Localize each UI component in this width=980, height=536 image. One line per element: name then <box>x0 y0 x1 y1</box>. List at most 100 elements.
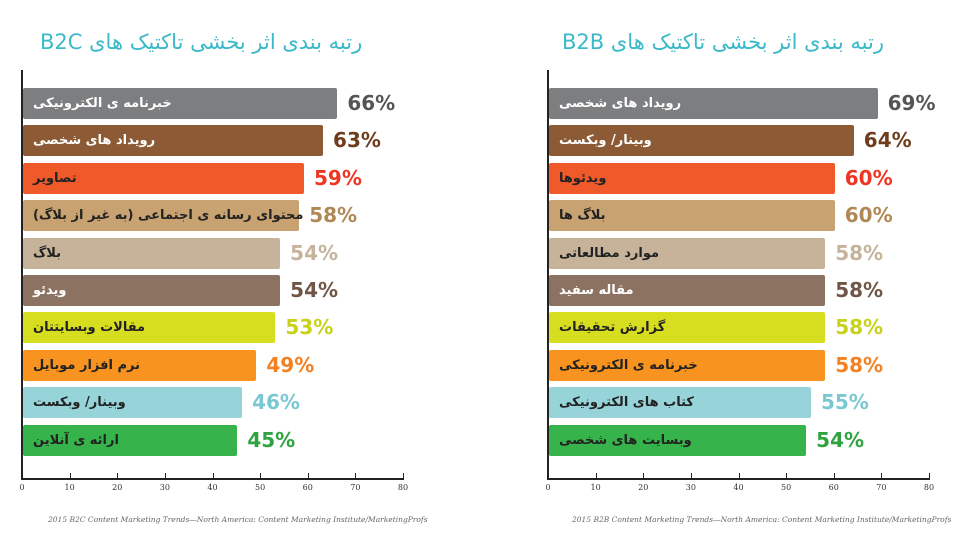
tick-label: 0 <box>19 483 25 492</box>
bar-label: ارائه ی آنلاین <box>33 432 119 448</box>
tick-label: 80 <box>397 483 409 492</box>
bar-label: ویدئو <box>33 283 67 298</box>
tick-mark <box>929 473 930 479</box>
value-label: 64% <box>863 128 912 153</box>
tick-label: 20 <box>112 483 123 492</box>
value-label: 60% <box>844 203 893 228</box>
bar-label: بلاگ <box>33 245 62 261</box>
value-label: 58% <box>309 203 358 228</box>
tick-mark <box>69 473 71 479</box>
bar-label: خبرنامه ی الکترونیکی <box>33 96 172 111</box>
bar-label: رویداد های شخصی <box>559 96 682 111</box>
bar: تصاویر <box>23 162 304 194</box>
bar-label: مقاله سفید <box>559 283 634 298</box>
value-label: 58% <box>835 315 884 340</box>
tick-label: 10 <box>590 483 601 492</box>
tick-mark <box>355 473 357 479</box>
tick-mark <box>22 473 23 479</box>
bar: مقاله سفید <box>549 275 826 306</box>
value-label: 63% <box>333 128 381 153</box>
bar: وبینار/ وبکست <box>23 387 243 419</box>
tick-label: 10 <box>64 483 75 492</box>
bar-label: کتاب های الکترونیکی <box>559 395 694 411</box>
tick-mark <box>260 473 262 479</box>
bar: ویدئو <box>23 275 281 306</box>
value-label: 54% <box>290 240 339 265</box>
tick-label: 40 <box>733 483 744 492</box>
source-note: 2015 B2C Content Marketing Trends—North … <box>48 515 428 524</box>
value-label: 69% <box>887 91 936 115</box>
tick-mark <box>833 473 835 479</box>
value-label: 46% <box>252 390 300 415</box>
bar-label: موارد مطالعاتی <box>559 245 660 261</box>
bar: بلاگ ها <box>549 200 835 232</box>
tick-mark <box>117 473 119 479</box>
tick-label: 50 <box>255 483 266 492</box>
bar: مقالات وبسایتتان <box>23 312 276 344</box>
y-axis <box>547 70 549 480</box>
value-label: 49% <box>266 352 315 377</box>
tick-label: 40 <box>207 483 218 492</box>
bar: موارد مطالعاتی <box>549 237 826 269</box>
bar-label: بلاگ ها <box>559 208 606 224</box>
bar: ارائه ی آنلاین <box>23 424 238 456</box>
tick-mark <box>548 473 549 479</box>
bar-label: وبینار/ وبکست <box>33 395 126 411</box>
tick-mark <box>164 473 166 479</box>
tick-label: 70 <box>350 483 361 492</box>
bar-label: وبینار/ وبکست <box>559 133 652 149</box>
bar: ویدئوها <box>549 162 835 194</box>
value-label: 53% <box>285 315 334 340</box>
bar-label: نرم افزار موبایل <box>33 357 140 373</box>
chart-title: رتبه بندی اثر بخشی تاکتیک های B2C <box>40 30 363 54</box>
value-label: 54% <box>290 278 339 302</box>
bar-label: رویداد های شخصی <box>33 133 156 149</box>
bar-label: تصاویر <box>33 170 77 186</box>
tick-label: 80 <box>923 483 935 492</box>
bar-label: مقالات وبسایتتان <box>33 320 146 336</box>
bar-label: گزارش تحقیقات <box>559 320 666 336</box>
y-axis <box>21 70 23 480</box>
tick-mark <box>643 473 645 479</box>
tick-mark <box>786 473 788 479</box>
x-axis <box>547 478 930 480</box>
tick-mark <box>738 473 740 479</box>
b2b-chart: رتبه بندی اثر بخشی تاکتیک های B2B رویداد… <box>490 0 980 536</box>
value-label: 45% <box>247 427 296 452</box>
source-note: 2015 B2B Content Marketing Trends—North … <box>572 515 952 524</box>
bar: رویداد های شخصی <box>549 88 878 119</box>
bar: گزارش تحقیقات <box>549 312 826 344</box>
value-label: 60% <box>844 165 893 190</box>
tick-mark <box>690 473 692 479</box>
bar-label: محتوای رسانه ی اجتماعی (به غیر از بلاگ) <box>33 208 304 224</box>
tick-label: 60 <box>828 483 839 492</box>
tick-label: 0 <box>545 483 551 492</box>
bar: بلاگ <box>23 237 281 269</box>
b2c-chart: رتبه بندی اثر بخشی تاکتیک های B2C خبرنام… <box>19 30 428 524</box>
bar: خبرنامه ی الکترونیکی <box>549 349 826 381</box>
bar: کتاب های الکترونیکی <box>549 387 811 419</box>
bar: محتوای رسانه ی اجتماعی (به غیر از بلاگ) <box>23 200 303 232</box>
tick-mark <box>212 473 214 479</box>
value-label: 58% <box>835 278 884 302</box>
value-label: 59% <box>313 165 362 190</box>
bar: وبسایت های شخصی <box>549 424 807 456</box>
value-label: 54% <box>816 427 865 452</box>
tick-label: 30 <box>685 483 696 492</box>
bar-label: وبسایت های شخصی <box>559 432 692 448</box>
tick-label: 70 <box>876 483 887 492</box>
tick-label: 60 <box>302 483 313 492</box>
value-label: 55% <box>820 390 869 415</box>
bar: وبینار/ وبکست <box>549 125 854 157</box>
tick-mark <box>403 473 404 479</box>
value-label: 58% <box>835 240 884 265</box>
tick-label: 50 <box>781 483 792 492</box>
tick-mark <box>881 473 883 479</box>
bar-label: خبرنامه ی الکترونیکی <box>559 357 698 373</box>
bar: رویداد های شخصی <box>23 125 324 157</box>
tick-label: 30 <box>159 483 170 492</box>
tick-mark <box>307 473 309 479</box>
tick-mark <box>595 473 597 479</box>
chart-title: رتبه بندی اثر بخشی تاکتیک های B2B <box>562 30 884 54</box>
tick-label: 20 <box>638 483 649 492</box>
